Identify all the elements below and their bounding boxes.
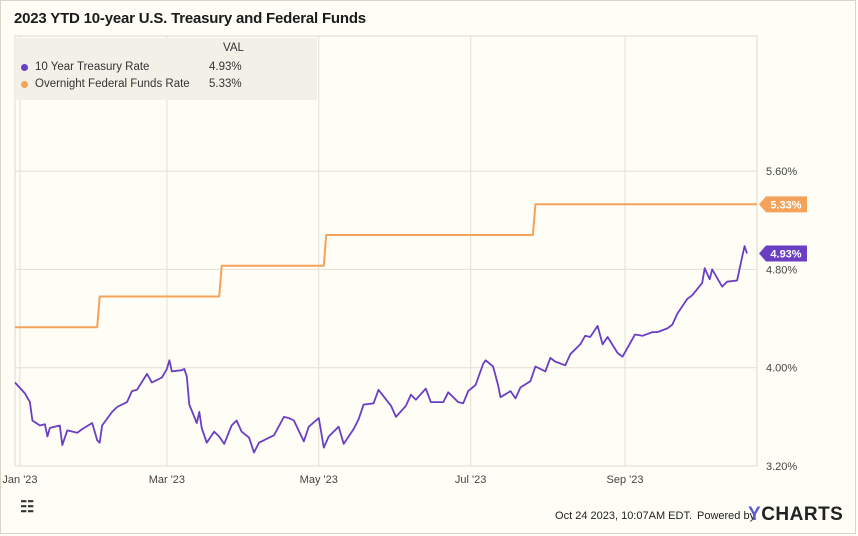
series-line-treasury[interactable] — [14, 245, 748, 454]
legend-header: VAL — [223, 42, 244, 54]
legend-dot-treasury — [21, 63, 28, 71]
legend-item-treasury[interactable]: 10 Year Treasury Rate — [21, 59, 149, 75]
x-tick-label: Jul '23 — [455, 474, 486, 486]
series-line-fedfunds[interactable] — [15, 203, 757, 329]
ycharts-logo-icon[interactable]: ☷ — [20, 499, 35, 516]
timestamp: Oct 24 2023, 10:07AM EDT. — [555, 510, 692, 522]
chart-title: 2023 YTD 10-year U.S. Treasury and Feder… — [14, 10, 366, 27]
end-label-text: 5.33% — [770, 199, 801, 211]
legend: VAL 10 Year Treasury Rate 4.93% Overnigh… — [15, 38, 317, 100]
legend-value: 4.93% — [209, 61, 242, 73]
brand-y: Y — [748, 504, 762, 525]
end-label-fedfunds: 5.33% — [759, 196, 807, 213]
end-label-bg — [759, 245, 807, 262]
y-tick-label: 4.00% — [766, 363, 797, 375]
x-tick-label: Jan '23 — [2, 474, 37, 486]
legend-label: 10 Year Treasury Rate — [35, 61, 150, 73]
legend-value: 5.33% — [209, 78, 242, 90]
brand-rest: CHARTS — [761, 504, 844, 525]
x-tick-label: Sep '23 — [607, 474, 644, 486]
x-tick-label: May '23 — [300, 474, 338, 486]
end-label-treasury: 4.93% — [759, 245, 807, 262]
legend-item-fedfunds[interactable]: Overnight Federal Funds Rate — [21, 76, 190, 92]
y-tick-label: 4.80% — [766, 264, 797, 276]
end-label-bg — [759, 196, 807, 213]
ycharts-brand[interactable]: YCHARTS — [748, 504, 843, 526]
legend-dot-fedfunds — [21, 80, 28, 88]
x-tick-label: Mar '23 — [149, 474, 185, 486]
legend-label: Overnight Federal Funds Rate — [35, 78, 190, 90]
y-tick-label: 3.20% — [766, 461, 797, 473]
y-tick-label: 5.60% — [766, 166, 797, 178]
end-label-text: 4.93% — [770, 248, 801, 260]
powered-by-label: Powered by — [697, 510, 756, 522]
